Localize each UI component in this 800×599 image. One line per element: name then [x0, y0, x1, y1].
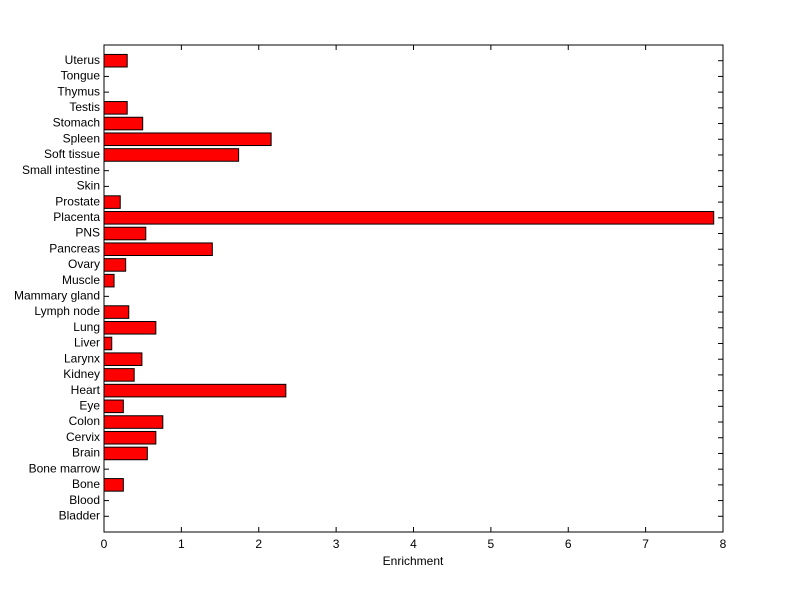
- y-tick-label: Uterus: [65, 53, 100, 67]
- x-tick-label: 3: [333, 537, 340, 551]
- y-tick-label: Stomach: [53, 116, 100, 130]
- y-tick-label: Placenta: [53, 210, 100, 224]
- y-tick-label: Soft tissue: [44, 147, 100, 161]
- x-tick-label: 1: [178, 537, 185, 551]
- y-tick-label: Bladder: [59, 508, 100, 522]
- y-tick-label: Lymph node: [34, 304, 100, 318]
- y-tick-label: Kidney: [63, 367, 100, 381]
- bar: [103, 195, 121, 209]
- y-tick-label: Lung: [73, 320, 100, 334]
- y-tick-label: Prostate: [55, 194, 100, 208]
- bar: [103, 258, 127, 272]
- bar: [103, 399, 124, 414]
- bar: [103, 478, 124, 492]
- bar: [103, 368, 135, 382]
- x-tick-label: 0: [101, 537, 108, 551]
- bar: [103, 226, 147, 241]
- plot-frame: [103, 44, 724, 533]
- y-tick-label: Heart: [71, 383, 101, 397]
- x-tick-label: 2: [255, 537, 262, 551]
- y-tick-label: Mammary gland: [14, 289, 100, 303]
- x-tick-label: 8: [720, 537, 727, 551]
- y-tick-label: Colon: [69, 414, 100, 428]
- y-tick-label: Larynx: [64, 351, 100, 365]
- y-tick-label: Skin: [77, 179, 100, 193]
- y-tick-label: Liver: [74, 336, 100, 350]
- y-tick-label: Brain: [72, 446, 100, 460]
- y-tick-label: Bone: [72, 477, 100, 491]
- bar: [103, 53, 128, 68]
- y-tick-label: Cervix: [66, 430, 100, 444]
- x-tick-label: 7: [642, 537, 649, 551]
- x-tick-label: 5: [488, 537, 495, 551]
- y-tick-label: Thymus: [57, 84, 100, 98]
- y-tick-label: Spleen: [63, 131, 100, 145]
- y-tick-label: Pancreas: [49, 241, 100, 255]
- bar: [103, 273, 115, 288]
- y-tick-label: Bone marrow: [29, 461, 101, 475]
- bar: [103, 430, 157, 445]
- bar: [103, 383, 287, 398]
- x-tick-label: 4: [410, 537, 417, 551]
- y-tick-label: Muscle: [62, 273, 100, 287]
- bar: [103, 415, 164, 429]
- y-tick-label: PNS: [75, 226, 100, 240]
- y-tick-label: Tongue: [61, 69, 101, 83]
- bar: [103, 242, 213, 257]
- bar: [103, 305, 130, 319]
- y-tick-label: Testis: [69, 100, 100, 114]
- y-tick-label: Small intestine: [22, 163, 100, 177]
- y-tick-label: Eye: [79, 398, 100, 412]
- bar: [103, 148, 240, 162]
- y-tick-label: Ovary: [68, 257, 100, 271]
- x-tick-label: 6: [565, 537, 572, 551]
- bar: [103, 446, 148, 461]
- y-tick-label: Blood: [69, 493, 100, 507]
- bar: [103, 320, 157, 335]
- bar: [103, 101, 128, 115]
- bar: [103, 352, 143, 366]
- bar: [103, 116, 144, 131]
- bar: [103, 336, 113, 351]
- x-axis-label: Enrichment: [383, 554, 444, 568]
- bar: [103, 132, 272, 147]
- bar: [103, 211, 715, 225]
